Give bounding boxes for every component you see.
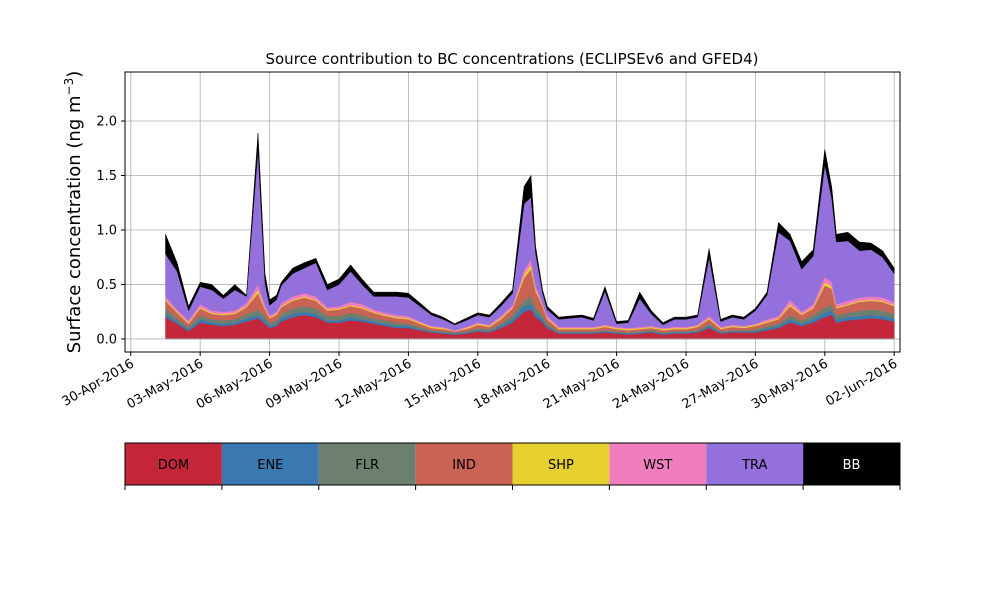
y-axis-label: Surface concentration (ng m−3) xyxy=(62,71,85,354)
area-bb xyxy=(165,132,895,326)
y-tick-label: 1.0 xyxy=(96,223,117,238)
legend-swatch-ene xyxy=(221,443,319,485)
y-tick-label: 0.5 xyxy=(96,278,117,293)
legend-swatch-shp xyxy=(512,443,610,485)
plot-frame xyxy=(124,71,901,353)
legend-label-tra: TRA xyxy=(741,458,767,473)
x-tick-label: 21-May-2016 xyxy=(541,356,623,412)
x-tick-label: 03-May-2016 xyxy=(125,356,207,412)
y-tick-label: 2.0 xyxy=(96,115,117,130)
x-tick-label: 18-May-2016 xyxy=(472,356,554,412)
legend-swatch-wst xyxy=(609,443,707,485)
legend-swatch-tra xyxy=(706,443,804,485)
legend-label-ene: ENE xyxy=(257,458,283,473)
legend-label-dom: DOM xyxy=(158,458,189,473)
x-tick-label: 15-May-2016 xyxy=(402,356,484,412)
x-tick-label: 12-May-2016 xyxy=(333,356,415,412)
x-axis: 30-Apr-201603-May-201606-May-201609-May-… xyxy=(60,352,900,412)
legend-swatch-bb xyxy=(803,443,900,485)
y-axis: 0.0 0.5 1.0 1.5 2.0 xyxy=(96,115,125,347)
legend-label-flr: FLR xyxy=(355,458,379,473)
chart-title: Source contribution to BC concentrations… xyxy=(265,50,758,68)
legend-label-ind: IND xyxy=(452,458,476,473)
legend-swatch-ind xyxy=(415,443,513,485)
x-tick-label: 02-Jun-2016 xyxy=(823,356,900,409)
x-tick-label: 24-May-2016 xyxy=(610,356,692,412)
y-axis-label-close: ) xyxy=(64,71,85,78)
x-tick-label: 09-May-2016 xyxy=(263,356,345,412)
y-axis-label-exponent: −3 xyxy=(62,78,76,96)
legend: DOM ENE FLR IND SHP WST TRA BB xyxy=(124,442,901,490)
x-tick-label: 06-May-2016 xyxy=(194,356,276,412)
legend-label-wst: WST xyxy=(643,458,672,473)
legend-label-bb: BB xyxy=(843,458,861,473)
legend-swatch-flr xyxy=(318,443,416,485)
stacked-areas xyxy=(165,132,895,340)
x-tick-label: 30-May-2016 xyxy=(749,356,831,412)
x-tick-label: 27-May-2016 xyxy=(680,356,762,412)
legend-frame xyxy=(124,442,901,486)
y-tick-label: 0.0 xyxy=(96,332,117,347)
y-tick-label: 1.5 xyxy=(96,169,117,184)
legend-swatch-dom xyxy=(125,443,222,485)
y-axis-label-main: Surface concentration (ng m xyxy=(64,95,85,353)
legend-label-shp: SHP xyxy=(548,458,574,473)
